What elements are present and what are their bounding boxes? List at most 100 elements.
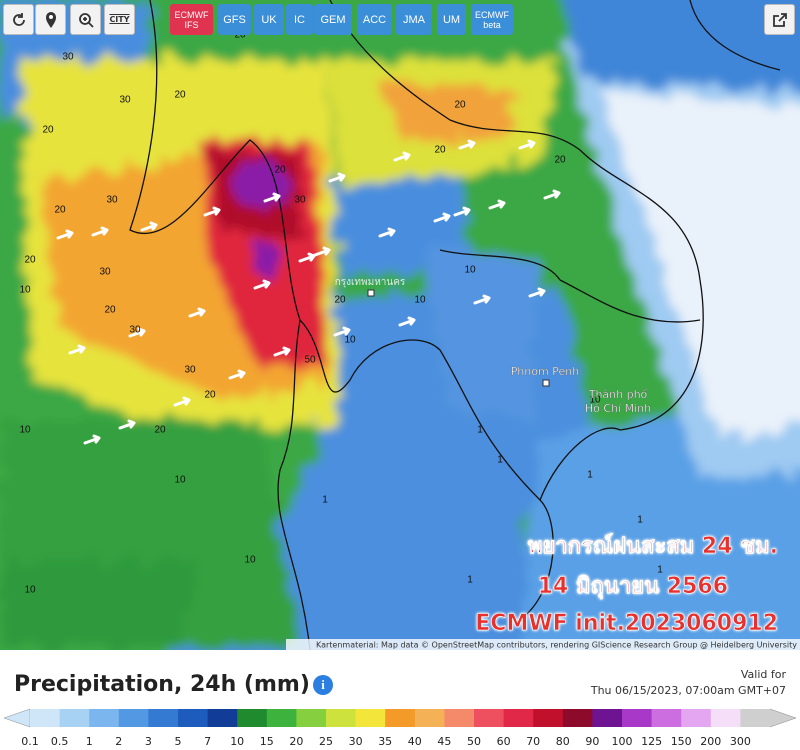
legend-label: 150	[671, 735, 692, 748]
zoom-button[interactable]	[70, 4, 101, 35]
place-label: กรุงเทพมหานคร	[335, 277, 406, 288]
location-button[interactable]	[35, 4, 66, 35]
wind-arrow	[83, 434, 101, 445]
contour-label: 20	[454, 100, 466, 111]
legend-swatch	[622, 709, 653, 727]
place-label: Thành phố	[588, 388, 648, 401]
legend-label: 100	[612, 735, 633, 748]
wind-arrow	[298, 252, 316, 263]
model-button[interactable]: ECMWF beta	[471, 4, 513, 35]
contour-label: 20	[104, 305, 116, 316]
attribution-bg	[286, 639, 800, 650]
legend-swatch	[326, 709, 357, 727]
pin-icon	[45, 11, 56, 28]
place-label: Hồ Chí Minh	[585, 402, 651, 415]
model-button[interactable]: GEM	[314, 4, 352, 35]
wind-arrow	[253, 279, 271, 290]
legend-swatch	[444, 709, 475, 727]
model-button[interactable]: ECMWF IFS	[170, 4, 213, 35]
legend-swatch	[474, 709, 505, 727]
wind-arrow	[118, 419, 136, 430]
wind-arrow	[393, 151, 411, 162]
legend-label: 5	[175, 735, 182, 748]
wind-arrow	[228, 369, 246, 380]
legend-label: 50	[467, 735, 481, 748]
map[interactable]: 30 30 20 30 20 20 20 20 30 30 20 30 20 30 20 20 10 10 10 20…	[0, 0, 800, 650]
wind-arrow	[543, 189, 561, 200]
legend-swatch	[148, 709, 179, 727]
city-button[interactable]: CITY	[104, 4, 135, 35]
legend-label: 3	[145, 735, 152, 748]
contour-label: 20	[204, 390, 216, 401]
contour-label: 10	[24, 585, 36, 596]
model-button[interactable]: GFS	[218, 4, 251, 35]
legend-swatch	[533, 709, 564, 727]
place-label: Phnom Penh	[511, 365, 579, 378]
share-icon	[772, 12, 787, 27]
wind-arrow	[473, 294, 491, 305]
city-marker	[367, 289, 375, 297]
legend-swatch	[118, 709, 149, 727]
contour-label: 10	[19, 285, 31, 296]
legend-label: 35	[378, 735, 392, 748]
model-name: IC	[294, 13, 305, 26]
legend-label: 0.5	[51, 735, 69, 748]
legend-end-right	[769, 708, 797, 728]
wind-arrow	[56, 229, 74, 240]
contour-label: 1	[587, 470, 593, 481]
wind-arrow	[488, 199, 506, 210]
legend-swatch	[355, 709, 386, 727]
legend-label: 200	[700, 735, 721, 748]
overlay-date: 14 มิถุนายน 2566	[537, 574, 728, 600]
legend-label: 60	[497, 735, 511, 748]
legend-swatch	[740, 709, 771, 727]
wind-arrow	[173, 396, 191, 407]
contour-label: 1	[657, 565, 663, 576]
contour-label: 1	[497, 455, 503, 466]
attribution: Kartenmaterial: Map data © OpenStreetMap…	[316, 641, 797, 650]
info-icon[interactable]: i	[313, 675, 333, 695]
model-button[interactable]: JMA	[396, 4, 432, 35]
legend-swatch	[503, 709, 534, 727]
legend-label: 90	[585, 735, 599, 748]
legend-swatch	[207, 709, 238, 727]
contour-label: 1	[477, 425, 483, 436]
valid-time: Thu 06/15/2023, 07:00am GMT+07	[590, 684, 786, 697]
legend-swatch	[89, 709, 120, 727]
wind-arrow	[528, 287, 546, 298]
contour-label: 20	[334, 295, 346, 306]
reload-icon	[12, 12, 25, 26]
legend-swatch	[681, 709, 712, 727]
model-name: UK	[261, 13, 277, 26]
model-button[interactable]: IC	[286, 4, 313, 35]
contour-label: 20	[174, 90, 186, 101]
wind-arrow	[91, 226, 109, 237]
contour-label: 1	[322, 495, 328, 506]
contour-label: 10	[244, 555, 256, 566]
wind-arrow	[203, 206, 221, 217]
precip-field	[0, 0, 800, 650]
model-sub: IFS	[184, 19, 199, 30]
legend-label: 80	[556, 735, 570, 748]
legend-swatch	[178, 709, 209, 727]
wind-arrow	[140, 221, 158, 232]
contour-label: 10	[464, 265, 476, 276]
legend-label: 15	[260, 735, 274, 748]
contour-label: 10	[19, 425, 31, 436]
share-button[interactable]	[764, 4, 795, 35]
model-button[interactable]: UM	[437, 4, 466, 35]
reload-button[interactable]	[3, 4, 34, 35]
contour-label: 30	[119, 95, 131, 106]
contour-label: 20	[234, 30, 246, 41]
legend-label: 70	[526, 735, 540, 748]
wind-arrow	[188, 307, 206, 318]
model-button[interactable]: UK	[254, 4, 284, 35]
legend-label: 1	[86, 735, 93, 748]
contour-label: 10	[344, 335, 356, 346]
model-sub: beta	[483, 19, 501, 30]
legend-swatch	[237, 709, 268, 727]
contour-label: 20	[554, 155, 566, 166]
wind-arrows	[56, 139, 561, 445]
model-button[interactable]: ACC	[357, 4, 392, 35]
